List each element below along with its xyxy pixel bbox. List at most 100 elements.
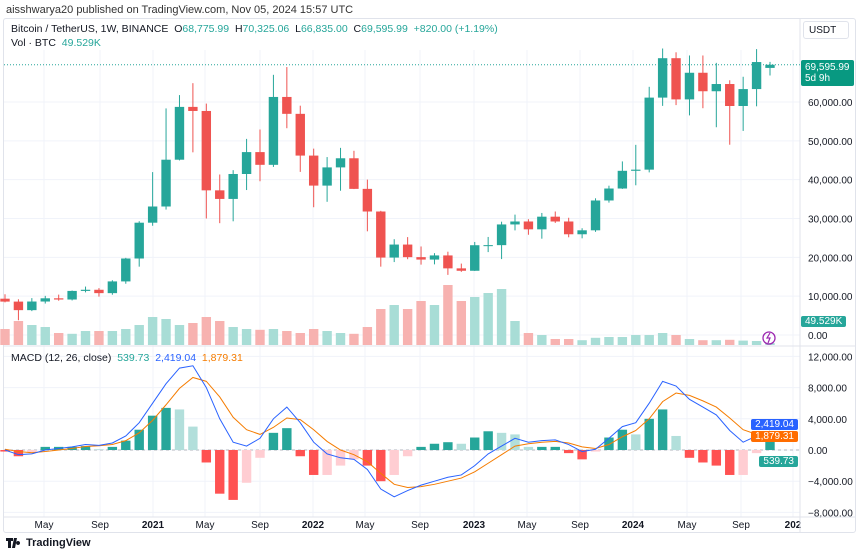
macd-histogram-bar: [282, 428, 292, 450]
candle-body: [590, 200, 601, 231]
macd-histogram-bar: [147, 415, 158, 450]
signal-tag: 1,879.31: [751, 431, 798, 442]
macd-tag: 2,419.04: [751, 419, 798, 430]
volume-bar: [255, 329, 265, 345]
macd-histogram-bar: [657, 409, 668, 450]
macd-histogram-bar: [0, 450, 10, 452]
volume-value: 49.529K: [61, 37, 101, 49]
candle-body: [416, 257, 426, 260]
candle-body: [53, 298, 64, 300]
macd-histogram-bar: [684, 450, 695, 458]
candle-body: [523, 221, 534, 230]
price-tick-label: 30,000.00: [808, 215, 853, 226]
volume-bar: [0, 329, 10, 345]
macd-histogram-bar: [241, 450, 252, 483]
volume-bar: [429, 305, 440, 345]
macd-histogram-bar: [725, 450, 735, 475]
candle-body: [470, 245, 480, 271]
volume-bar: [349, 333, 359, 345]
volume-bar: [550, 339, 560, 345]
candle-body: [765, 64, 775, 68]
last-price: 69,595.99: [805, 62, 850, 73]
volume-bar: [282, 331, 292, 345]
macd-histogram-bar: [134, 429, 144, 450]
time-tick-label: May: [196, 520, 215, 531]
volume-bar: [147, 317, 158, 345]
macd-histogram-bar: [429, 443, 440, 450]
price-tick-label: 40,000.00: [808, 176, 853, 187]
candle-body: [147, 206, 158, 223]
candle-body: [443, 255, 453, 269]
volume-bar: [496, 289, 507, 345]
candle-body: [563, 221, 574, 235]
volume-bar: [161, 319, 171, 345]
macd-histogram-bar: [416, 446, 426, 450]
volume-bar: [590, 337, 601, 345]
candle-body: [684, 72, 695, 100]
candle-body: [215, 190, 225, 199]
candle-body: [389, 244, 399, 258]
candle-body: [241, 152, 252, 174]
volume-bar: [215, 321, 225, 345]
macd-histogram-bar: [228, 450, 238, 500]
volume-bar: [335, 333, 346, 345]
macd-histogram-bar: [27, 450, 37, 453]
macd-line: [4, 365, 771, 498]
volume-bar: [563, 339, 574, 345]
chart-frame: [3, 18, 856, 533]
candle-body: [121, 258, 131, 282]
macd-histogram-bar: [765, 441, 775, 450]
candle-body: [657, 58, 668, 98]
footer-brand: TradingView: [26, 537, 91, 549]
symbol-legend: Bitcoin / TetherUS, 1W, BINANCE O68,775.…: [11, 23, 498, 35]
open-value: 68,775.99: [182, 23, 230, 35]
tradingview-logo-icon: [6, 538, 21, 548]
candle-body: [577, 230, 587, 235]
volume-bar: [40, 327, 50, 345]
volume-tag: 49.529K: [801, 316, 847, 327]
volume-bar: [308, 329, 319, 345]
candle-body: [725, 84, 735, 106]
low-value: 66,835.00: [300, 23, 348, 35]
candle-body: [0, 298, 10, 302]
high-label: H: [234, 23, 243, 35]
candle-body: [617, 170, 628, 189]
volume-bar: [376, 309, 386, 345]
candle-body: [255, 152, 265, 165]
candle-body: [349, 158, 359, 189]
macd-tick-label: 0.00: [808, 446, 828, 457]
macd-histogram-bar: [496, 432, 507, 450]
volume-label: Vol · BTC: [11, 37, 56, 49]
tradingview-logo[interactable]: TradingView: [6, 537, 91, 549]
macd-label: MACD (12, 26, close): [11, 352, 112, 364]
time-tick-label: 2021: [142, 520, 165, 531]
volume-bar: [201, 317, 212, 345]
candle-body: [13, 301, 24, 311]
candle-body: [322, 167, 332, 186]
macd-histogram-bar: [201, 450, 212, 463]
volume-bar: [510, 321, 520, 345]
candle-body: [94, 289, 104, 294]
macd-line-value: 2,419.04: [155, 352, 197, 364]
candle-body: [27, 301, 37, 311]
volume-bar: [657, 333, 668, 345]
candle-body: [496, 224, 507, 246]
candle-body: [174, 106, 185, 160]
macd-hist-value: 539.73: [117, 352, 150, 364]
macd-histogram-bar: [631, 434, 641, 450]
volume-bar: [751, 341, 762, 345]
open-label: O: [174, 23, 183, 35]
time-tick-label: May: [356, 520, 375, 531]
candle-body: [631, 169, 641, 171]
candle-body: [308, 155, 319, 186]
macd-histogram-bar: [268, 432, 279, 450]
currency-button[interactable]: USDT: [803, 21, 849, 39]
macd-histogram-bar: [188, 426, 198, 450]
candle-body: [550, 216, 560, 222]
macd-histogram-bar: [644, 418, 654, 450]
macd-tick-label: 4,000.00: [808, 415, 847, 426]
candle-body: [376, 211, 386, 258]
price-tick-label: 20,000.00: [808, 253, 853, 264]
volume-bar: [67, 333, 77, 345]
